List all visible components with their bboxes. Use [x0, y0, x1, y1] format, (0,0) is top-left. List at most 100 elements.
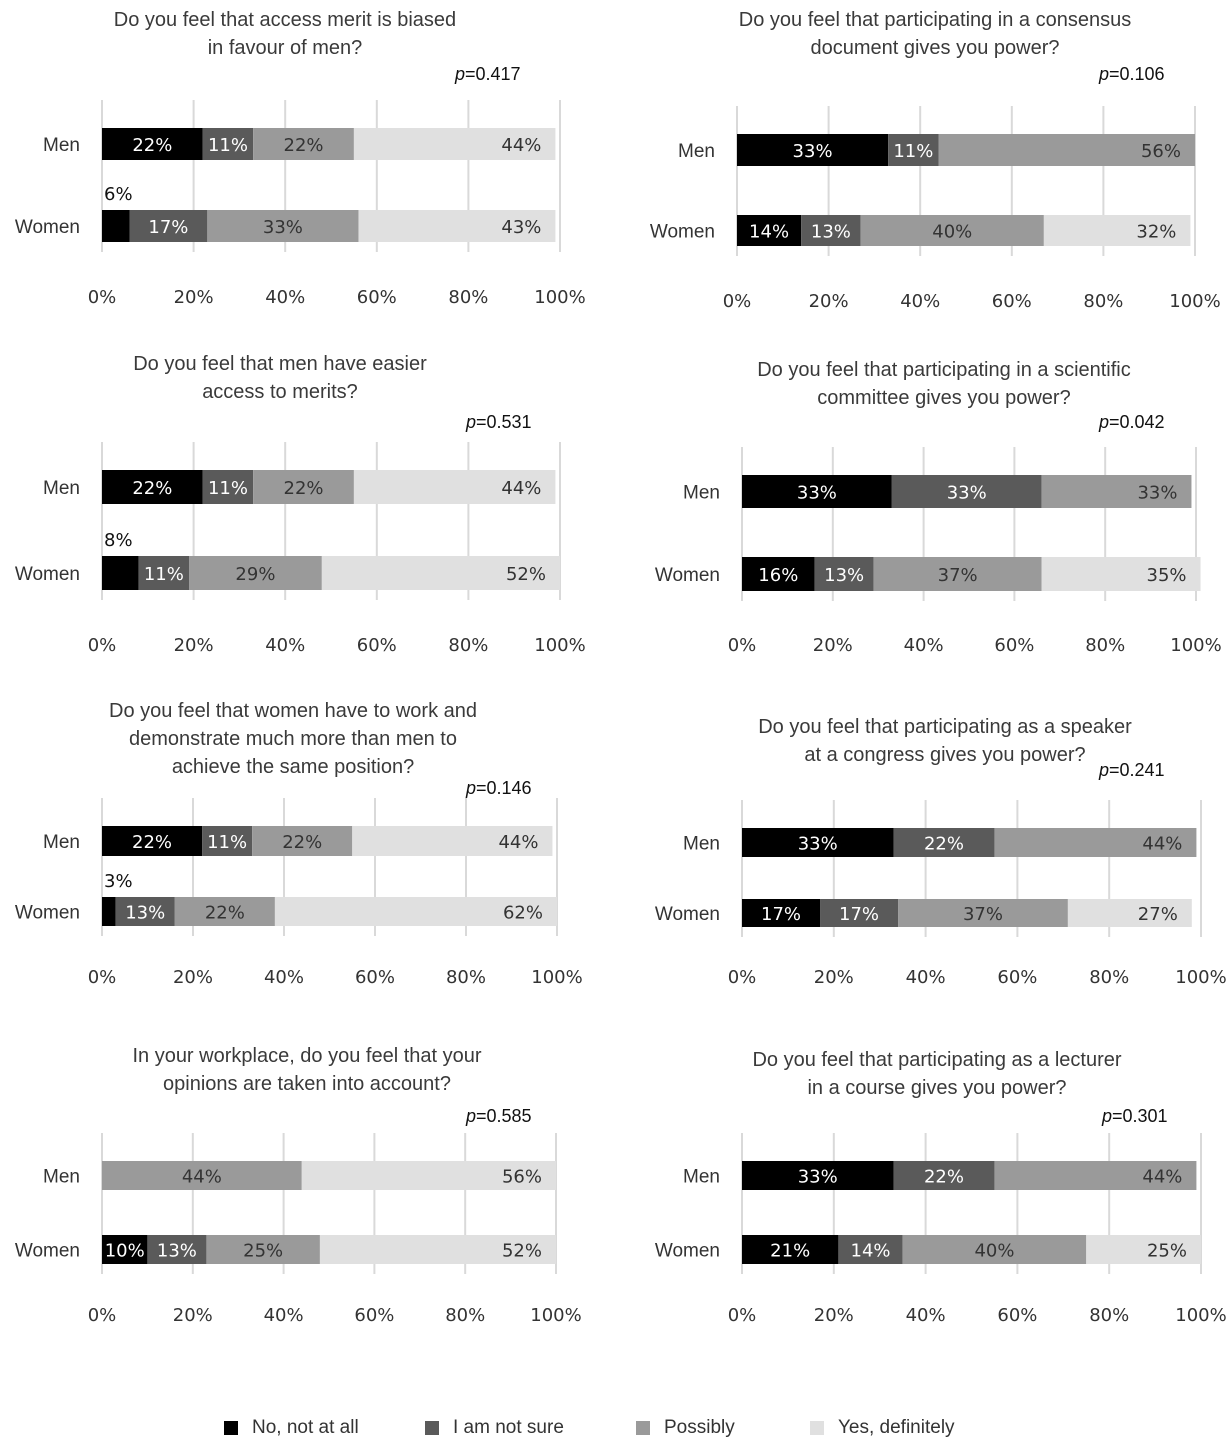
x-tick-label: 100% [531, 967, 582, 988]
data-label: 16% [758, 565, 798, 586]
p-value: p=0.301 [1102, 1106, 1168, 1127]
x-tick-label: 20% [173, 967, 213, 988]
data-label: 40% [932, 222, 972, 243]
data-label: 22% [282, 832, 322, 853]
data-label: 17% [148, 217, 188, 238]
category-label: Women [655, 1241, 720, 1262]
category-label: Women [15, 903, 80, 924]
x-tick-label: 100% [534, 635, 585, 656]
segment-i-am-not-sure [801, 215, 861, 246]
segment-possibly [994, 1161, 1197, 1190]
data-label: 22% [924, 1167, 964, 1188]
x-tick-label: 40% [904, 635, 944, 656]
p-value-number: =0.417 [465, 64, 521, 84]
x-tick-label: 0% [728, 635, 757, 656]
data-label: 11% [207, 832, 247, 853]
stacked-bar-chart: Men 22% 11% 22% 44% Women 8% 11% 29% 52% 0% 20% 40% 6… [15, 442, 586, 656]
category-label: Women [655, 565, 720, 586]
data-label: 11% [208, 135, 248, 156]
segment-possibly [860, 215, 1044, 246]
segment-i-am-not-sure [893, 828, 995, 857]
x-tick-label: 40% [906, 1305, 946, 1326]
legend-label: Yes, definitely [838, 1417, 955, 1438]
segment-no-not-at-all [737, 215, 802, 246]
x-tick-label: 60% [357, 635, 397, 656]
data-label: 44% [182, 1167, 222, 1188]
data-label: 14% [851, 1241, 891, 1262]
segment-i-am-not-sure [838, 1235, 903, 1264]
legend-label: No, not at all [252, 1417, 359, 1438]
stacked-bar-chart: Men 44% 56% Women 10% 13% 25% 52% 0% 20% 40% 60% 80%… [15, 1133, 582, 1326]
segment-yes-definitely [353, 128, 556, 160]
p-value-number: =0.531 [476, 412, 532, 432]
segment-i-am-not-sure [202, 470, 254, 504]
x-tick-label: 80% [445, 1305, 485, 1326]
legend-swatch [224, 1421, 238, 1435]
category-label: Women [650, 222, 715, 243]
x-tick-label: 100% [534, 287, 585, 308]
category-label: Women [655, 904, 720, 925]
x-tick-label: 80% [1089, 967, 1129, 988]
segment-i-am-not-sure [202, 826, 253, 856]
segment-no-not-at-all [742, 899, 821, 927]
p-value-number: =0.301 [1112, 1106, 1168, 1126]
data-label: 37% [938, 565, 978, 586]
data-label: 52% [506, 564, 546, 585]
segment-yes-definitely [1043, 215, 1191, 246]
p-value-symbol: p [466, 412, 477, 432]
x-tick-label: 40% [265, 287, 305, 308]
segment-yes-definitely [353, 470, 556, 504]
x-tick-label: 60% [355, 967, 395, 988]
chart-title: Do you feel that men have easier access … [133, 353, 427, 403]
category-label: Men [683, 834, 720, 855]
chart-title: Do you feel that participating in a cons… [738, 9, 1132, 59]
segment-possibly [902, 1235, 1087, 1264]
x-tick-label: 60% [992, 291, 1032, 312]
segment-yes-definitely [1067, 899, 1192, 927]
data-label: 6% [104, 184, 133, 205]
segment-possibly [873, 557, 1042, 591]
segment-no-not-at-all [102, 897, 116, 926]
segment-no-not-at-all [102, 210, 130, 242]
legend-item-yes-definitely: Yes, definitely [810, 1416, 955, 1440]
stacked-bar-chart: Men 33% 22% 44% Women 21% 14% 40% 25% 0% 20% 40% 60%… [655, 1133, 1227, 1326]
data-label: 33% [1137, 483, 1177, 504]
p-value-symbol: p [455, 64, 466, 84]
p-value-number: =0.146 [476, 778, 532, 798]
data-label: 13% [157, 1241, 197, 1262]
p-value-symbol: p [466, 778, 477, 798]
data-label: 40% [974, 1241, 1014, 1262]
segment-no-not-at-all [102, 556, 139, 590]
segment-possibly [102, 1161, 302, 1190]
x-tick-label: 60% [997, 1305, 1037, 1326]
x-tick-label: 0% [88, 287, 117, 308]
data-label: 17% [839, 904, 879, 925]
data-label: 3% [104, 871, 133, 892]
segment-yes-definitely [274, 897, 557, 926]
data-label: 22% [132, 832, 172, 853]
segment-no-not-at-all [102, 1235, 148, 1264]
stacked-bar-chart: Men 22% 11% 22% 44% Women 3% 13% 22% 62% 0% 20% 40% 6… [15, 798, 583, 988]
p-value: p=0.531 [466, 412, 532, 433]
stacked-bar-chart: Men 22% 11% 22% 44% Women 6% 17% 33% 43% 0% 20% 40% 6… [15, 100, 586, 308]
category-label: Women [15, 1241, 80, 1262]
data-label: 35% [1147, 565, 1187, 586]
data-label: 22% [284, 478, 324, 499]
x-tick-label: 0% [88, 967, 117, 988]
data-label: 32% [1136, 222, 1176, 243]
p-value: p=0.106 [1099, 64, 1165, 85]
x-tick-label: 80% [448, 635, 488, 656]
x-tick-label: 100% [530, 1305, 581, 1326]
segment-possibly [898, 899, 1068, 927]
p-value-symbol: p [1099, 760, 1110, 780]
data-label: 33% [793, 141, 833, 162]
segment-i-am-not-sure [893, 1161, 995, 1190]
x-tick-label: 0% [728, 1305, 757, 1326]
segment-no-not-at-all [742, 828, 894, 857]
data-label: 13% [811, 222, 851, 243]
segment-no-not-at-all [102, 470, 203, 504]
segment-no-not-at-all [742, 475, 892, 508]
x-tick-label: 60% [357, 287, 397, 308]
p-value: p=0.146 [466, 778, 532, 799]
